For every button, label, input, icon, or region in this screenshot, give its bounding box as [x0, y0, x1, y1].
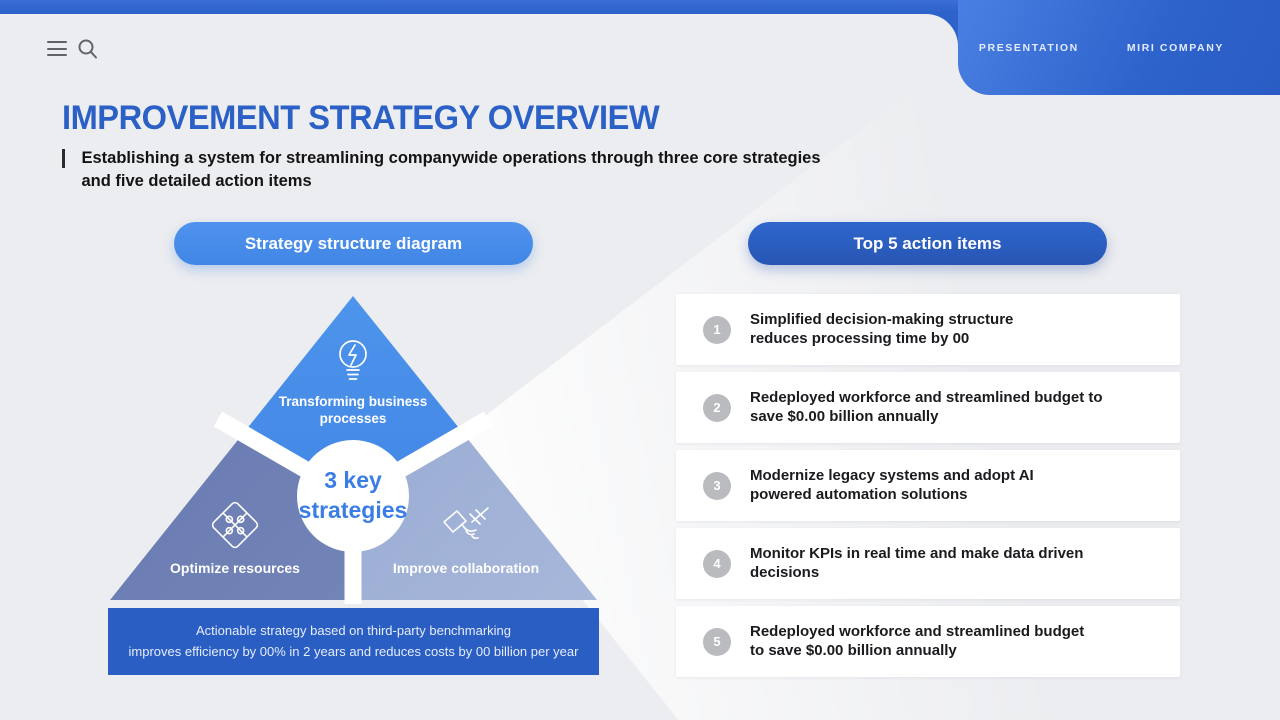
- header-brand-area: PRESENTATION MIRI COMPANY: [958, 0, 1280, 95]
- benchmark-banner: Actionable strategy based on third-party…: [108, 608, 599, 675]
- item-number-badge: 4: [703, 549, 731, 578]
- top-section-label-line2: processes: [320, 411, 387, 426]
- action-item-text: Monitor KPIs in real time and make data …: [750, 544, 1084, 581]
- center-label-line2: strategies: [299, 497, 408, 523]
- page-title: IMPROVEMENT STRATEGY OVERVIEW: [62, 99, 660, 137]
- subtitle: Establishing a system for streamlining c…: [62, 147, 821, 194]
- item-number-badge: 1: [703, 315, 731, 344]
- diagram-top-section: [110, 296, 597, 497]
- right-section-label: Improve collaboration: [393, 560, 539, 576]
- nav-company[interactable]: MIRI COMPANY: [1126, 41, 1224, 54]
- left-section-label: Optimize resources: [170, 560, 300, 576]
- item-number-badge: 2: [703, 393, 731, 422]
- center-label-line1: 3 key: [324, 467, 382, 493]
- action-item-card: 2 Redeployed workforce and streamlined b…: [676, 372, 1180, 443]
- top-5-action-items-button[interactable]: Top 5 action items: [748, 222, 1107, 265]
- action-item-card: 3 Modernize legacy systems and adopt AI …: [676, 450, 1180, 521]
- action-item-text: Modernize legacy systems and adopt AI po…: [750, 466, 1034, 503]
- puzzle-icon: [211, 501, 259, 549]
- hamburger-menu-icon[interactable]: [47, 41, 67, 57]
- action-item-text: Redeployed workforce and streamlined bud…: [750, 622, 1085, 659]
- item-number-badge: 5: [703, 627, 731, 656]
- item-number-badge: 3: [703, 471, 731, 500]
- nav-presentation[interactable]: PRESENTATION: [978, 41, 1079, 54]
- subtitle-marker: [62, 149, 65, 168]
- subtitle-text: Establishing a system for streamlining c…: [81, 149, 821, 191]
- diagram-center-circle: [297, 440, 409, 552]
- search-icon[interactable]: [77, 38, 99, 61]
- action-item-card: 5 Redeployed workforce and streamlined b…: [676, 606, 1180, 677]
- lightbulb-icon: [339, 340, 367, 380]
- top-section-label-line1: Transforming business: [279, 394, 428, 409]
- handshake-icon: [443, 507, 489, 540]
- action-item-card: 1 Simplified decision-making structure r…: [676, 294, 1180, 365]
- strategy-structure-diagram-button[interactable]: Strategy structure diagram: [174, 222, 533, 265]
- action-item-text: Simplified decision-making structure red…: [750, 310, 1014, 347]
- action-item-card: 4 Monitor KPIs in real time and make dat…: [676, 528, 1180, 599]
- action-item-text: Redeployed workforce and streamlined bud…: [750, 388, 1103, 425]
- strategy-triangle-diagram: 3 key strategies Transforming business p…: [110, 296, 597, 604]
